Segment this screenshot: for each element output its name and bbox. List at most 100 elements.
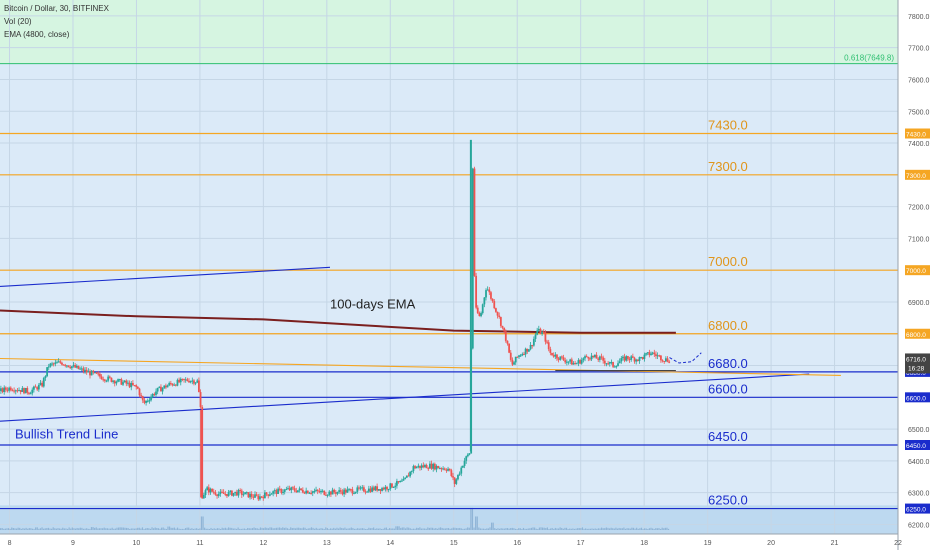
candle-body	[16, 390, 19, 392]
candle-body	[334, 492, 337, 494]
candle-body	[260, 496, 263, 498]
volume-bar	[604, 528, 606, 530]
volume-bar	[105, 528, 107, 530]
volume-bar	[401, 527, 403, 530]
volume-bar	[388, 528, 391, 530]
volume-bar	[400, 527, 402, 530]
volume-bar	[307, 528, 309, 530]
volume-bar	[524, 528, 526, 530]
volume-bar	[130, 528, 132, 530]
volume-bar	[497, 528, 499, 530]
candle-body	[158, 386, 161, 388]
candle-body	[249, 493, 251, 498]
candle-body	[420, 465, 423, 468]
candle-body	[658, 355, 661, 357]
volume-bar	[597, 528, 599, 530]
volume-bar	[138, 527, 140, 530]
candle-body	[214, 492, 217, 495]
candle-body	[511, 359, 514, 365]
candle-body	[557, 358, 560, 360]
candle-body	[278, 488, 281, 490]
candle-body	[272, 491, 275, 494]
candle-body	[283, 489, 286, 492]
volume-bar	[302, 527, 305, 530]
candle-body	[216, 494, 218, 496]
candle-body	[653, 352, 656, 355]
candle-body	[561, 356, 563, 358]
candle-body	[524, 348, 527, 355]
candle-body	[640, 357, 643, 359]
candle-body	[264, 492, 266, 499]
volume-bar	[457, 528, 459, 530]
y-tick-label: 6400.0	[908, 459, 930, 466]
fib-label: 0.618(7649.8)	[844, 54, 894, 63]
volume-bar	[283, 527, 285, 530]
volume-bar	[449, 528, 451, 530]
candle-body	[618, 361, 621, 364]
volume-bar	[444, 528, 446, 530]
price-tag-label: 7300.0	[906, 173, 926, 180]
volume-bar	[543, 527, 545, 530]
candle-body	[509, 352, 512, 360]
candle-body	[600, 356, 603, 358]
candle-body	[135, 385, 138, 387]
volume-bar	[71, 527, 73, 530]
candle-body	[382, 488, 385, 490]
volume-bar	[210, 527, 212, 530]
candle-body	[602, 357, 605, 361]
x-tick-label: 17	[577, 540, 585, 547]
volume-bars	[0, 507, 670, 530]
volume-bar	[181, 528, 183, 530]
x-tick-label: 19	[704, 540, 712, 547]
volume-bar	[602, 528, 604, 530]
candle-body	[650, 353, 652, 356]
candle-body	[442, 468, 445, 470]
volume-bar	[545, 528, 547, 530]
candle-body	[630, 356, 633, 360]
candle-body	[254, 494, 256, 498]
volume-bar	[216, 528, 219, 530]
volume-bar	[334, 528, 336, 530]
volume-bar	[62, 527, 64, 530]
candle-body	[623, 356, 626, 361]
volume-bar	[38, 528, 40, 530]
candle-body	[607, 363, 610, 365]
candle-body	[392, 486, 395, 488]
volume-bar	[642, 528, 644, 530]
candle-body	[547, 342, 550, 350]
volume-bar	[379, 528, 381, 530]
volume-bar	[196, 528, 198, 530]
volume-bar	[140, 528, 142, 530]
volume-bar	[511, 527, 513, 530]
volume-bar	[562, 528, 564, 530]
candle-body	[127, 382, 129, 384]
volume-bar	[578, 528, 580, 530]
candle-body	[168, 383, 171, 386]
volume-bar	[502, 528, 504, 530]
candle-body	[506, 340, 509, 344]
volume-bar	[428, 527, 431, 530]
candle-body	[244, 492, 247, 495]
volume-bar	[447, 528, 450, 530]
volume-bar	[557, 528, 560, 530]
candle-body	[664, 358, 667, 362]
resistance-label: 6800.0	[708, 318, 748, 333]
candle-body	[409, 471, 412, 477]
candle-body	[508, 343, 511, 353]
volume-bar	[438, 527, 440, 530]
candle-body	[150, 396, 152, 401]
candle-body	[67, 365, 70, 367]
x-tick-label: 9	[71, 540, 75, 547]
volume-bar	[320, 528, 322, 530]
volume-bar	[15, 528, 18, 530]
candle-body	[473, 168, 476, 276]
x-tick-label: 18	[640, 540, 648, 547]
candle-body	[435, 465, 438, 470]
candle-body	[663, 361, 666, 363]
volume-bar	[586, 528, 588, 530]
volume-bar	[175, 528, 177, 530]
candle-body	[33, 386, 35, 390]
volume-bar	[559, 527, 561, 530]
